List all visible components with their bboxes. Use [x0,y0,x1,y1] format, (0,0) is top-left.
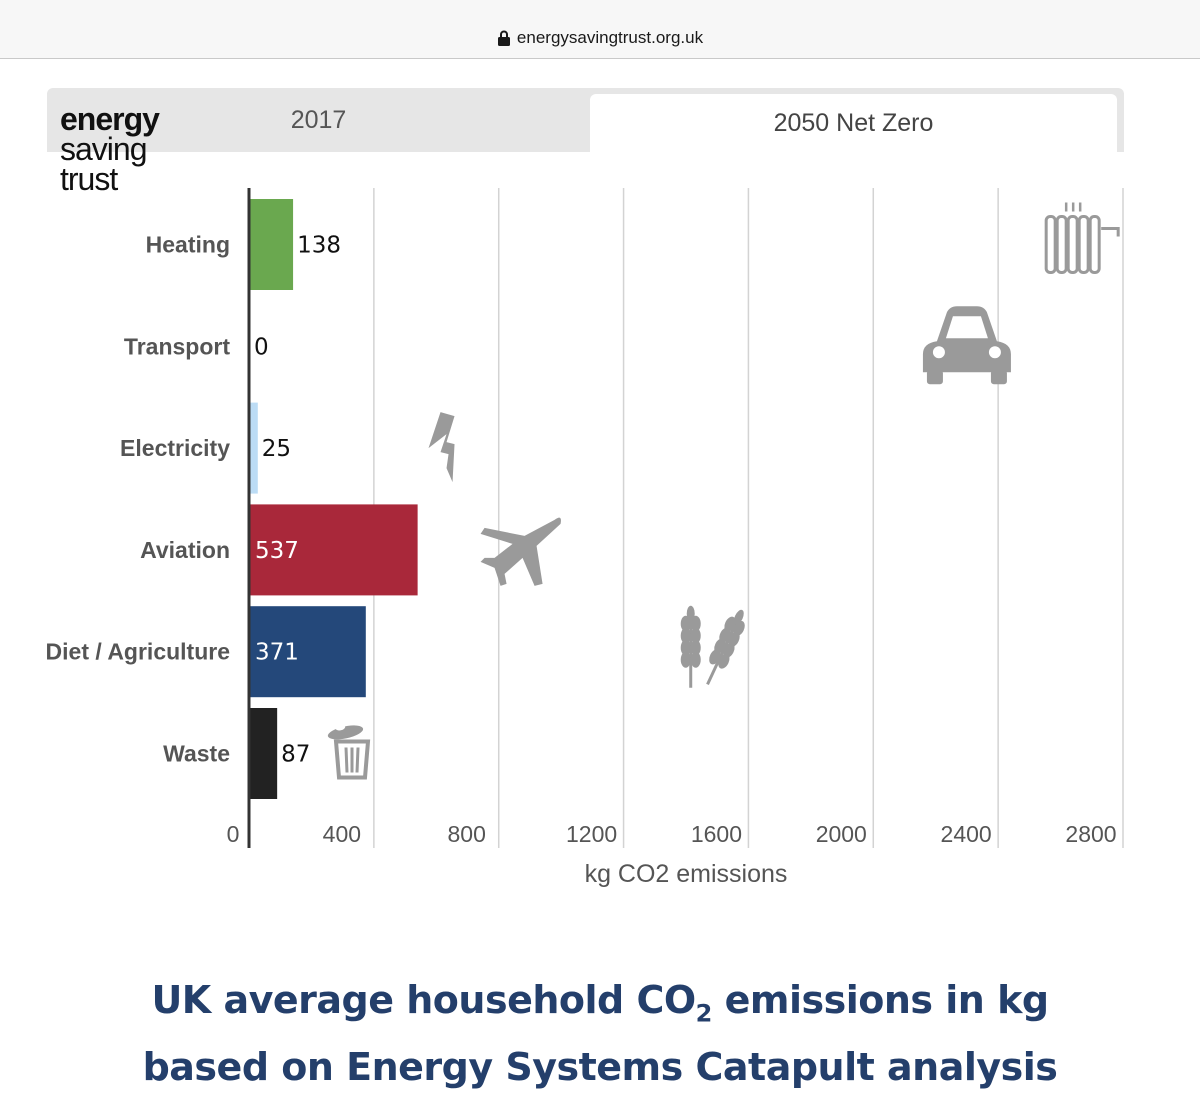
x-tick-label: 0 [227,821,240,847]
category-label: Waste [163,741,230,767]
logo-line-trust: trust [60,161,118,197]
value-label: 25 [262,436,291,462]
x-tick-label: 400 [323,821,361,847]
car-icon [922,306,1011,385]
lightning-icon [428,412,455,483]
year-tab-bar: 2017 2050 Net Zero [47,88,1124,152]
x-tick-label: 2400 [941,821,992,847]
radiator-icon [1044,202,1120,274]
wheat-icon [680,605,745,688]
value-label: 87 [281,742,310,768]
x-tick-label: 800 [448,821,486,847]
caption-text-after: emissions in kg [711,978,1049,1022]
bar [250,606,366,698]
value-label: 537 [255,538,299,564]
logo-line-energy: energy [60,101,160,137]
airplane-icon [480,517,561,586]
browser-address-bar[interactable]: energysavingtrust.org.uk [0,0,1200,59]
category-label: Transport [124,333,230,359]
bar [250,199,294,290]
energy-saving-trust-logo: energy saving trust [60,101,190,197]
x-tick-label: 1200 [566,821,617,847]
caption-text-before: UK average household CO [151,978,696,1022]
lock-icon [497,30,510,46]
x-axis-label: kg CO2 emissions [585,860,788,888]
url-text: energysavingtrust.org.uk [516,28,704,47]
x-tick-label: 2800 [1065,821,1116,847]
category-label: Diet / Agriculture [46,639,230,665]
caption-subscript: 2 [695,999,713,1028]
trash-can-icon [327,724,371,780]
category-label: Aviation [140,537,230,563]
emissions-bar-chart: 0 400 800 1200 1600 2000 2400 2800 kg CO2 emissi… [46,188,1124,888]
x-tick-label: 1600 [691,821,742,847]
url-display[interactable]: energysavingtrust.org.uk [0,28,1200,48]
value-label: 371 [255,640,299,666]
category-label: Electricity [120,435,230,461]
tab-2017[interactable]: 2017 [290,105,347,134]
tab-2050-net-zero[interactable]: 2050 Net Zero [590,94,1117,152]
caption-line-1: UK average household CO2 emissions in kg [0,978,1200,1028]
category-label: Heating [146,232,230,258]
logo-line-saving: saving [60,131,148,167]
bar [250,402,258,494]
x-tick-label: 2000 [816,821,867,847]
value-label: 138 [297,233,341,259]
value-label: 0 [254,334,269,360]
bar [250,708,278,799]
bar [250,504,418,596]
caption-line-2: based on Energy Systems Catapult analysi… [142,1045,1058,1089]
